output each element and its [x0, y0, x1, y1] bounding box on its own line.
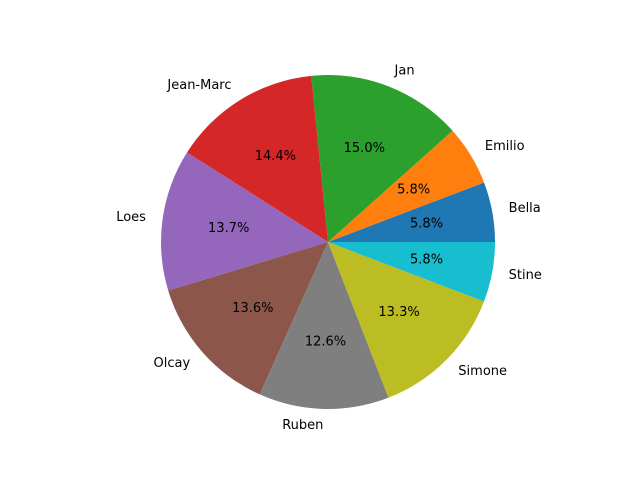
pie-slice-ruben [259, 242, 389, 410]
slice-label-olcay: Olcay [154, 356, 191, 371]
slice-percent-emilio: 5.8% [397, 182, 430, 197]
slice-label-jan: Jan [394, 63, 415, 78]
slice-percent-simone: 13.3% [378, 305, 419, 320]
labels-layer: Bella 5.8% Emilio 5.8% Jan 15.0% Jean-Marc 14.4… [116, 63, 542, 433]
slice-label-simone: Simone [458, 364, 507, 379]
slice-label-emilio: Emilio [485, 139, 525, 154]
pie-slice-emilio [328, 130, 485, 242]
slice-label-jean-marc: Jean-Marc [166, 78, 231, 93]
slice-percent-loes: 13.7% [208, 221, 249, 236]
pie-slice-olcay [168, 242, 328, 395]
slice-percent-stine: 5.8% [410, 253, 443, 268]
pie-slice-simone [328, 242, 485, 398]
slice-percent-jan: 15.0% [344, 141, 385, 156]
slices-layer [160, 75, 496, 410]
slice-label-bella: Bella [509, 201, 541, 216]
pie-slice-bella [328, 182, 496, 242]
slice-label-loes: Loes [116, 210, 146, 225]
slice-percent-jean-marc: 14.4% [255, 149, 296, 164]
slice-label-stine: Stine [509, 268, 542, 283]
slice-label-ruben: Ruben [282, 418, 323, 433]
pie-slice-jean-marc [186, 75, 328, 243]
pie-slice-jan [311, 75, 453, 242]
pie-slice-stine [328, 242, 495, 302]
slice-percent-olcay: 13.6% [232, 301, 273, 316]
pie-slice-loes [160, 152, 328, 291]
slice-percent-ruben: 12.6% [305, 335, 346, 350]
slice-percent-bella: 5.8% [410, 216, 443, 231]
